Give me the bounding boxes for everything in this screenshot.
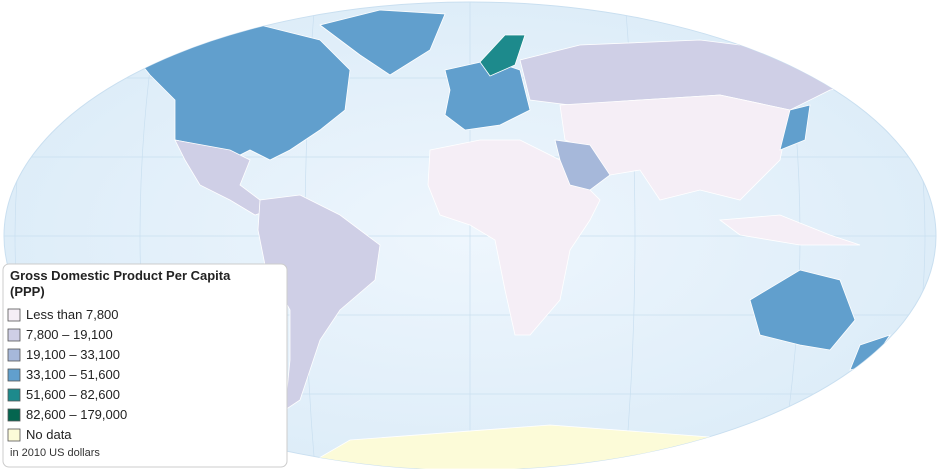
legend-note: in 2010 US dollars — [10, 447, 100, 459]
north-america — [129, 24, 351, 161]
legend: Gross Domestic Product Per Capita (PPP) … — [2, 263, 288, 468]
legend-swatch — [7, 348, 21, 362]
legend-swatch — [7, 408, 21, 422]
legend-swatch — [7, 308, 21, 322]
legend-swatch — [7, 368, 21, 382]
legend-label: No data — [26, 427, 72, 442]
arabia — [554, 139, 611, 191]
legend-label: 33,100 – 51,600 — [26, 367, 120, 382]
africa — [427, 139, 601, 336]
legend-label: 82,600 – 179,000 — [26, 407, 127, 422]
japan — [779, 104, 811, 151]
legend-swatch — [7, 388, 21, 402]
southeast-asia-islands — [718, 214, 861, 246]
legend-box — [2, 263, 288, 468]
greenland — [319, 9, 446, 76]
scandinavia — [479, 34, 526, 77]
legend-label: 7,800 – 19,100 — [26, 327, 113, 342]
legend-swatch — [7, 428, 21, 442]
legend-items: Less than 7,800 7,800 – 19,100 19,100 – 33… — [7, 307, 127, 442]
legend-label: 51,600 – 82,600 — [26, 387, 120, 402]
legend-label: 19,100 – 33,100 — [26, 347, 120, 362]
legend-swatch — [7, 328, 21, 342]
australia — [749, 269, 856, 351]
legend-label: Less than 7,800 — [26, 307, 119, 322]
legend-title: Gross Domestic Product Per Capita (PPP) — [10, 268, 234, 299]
